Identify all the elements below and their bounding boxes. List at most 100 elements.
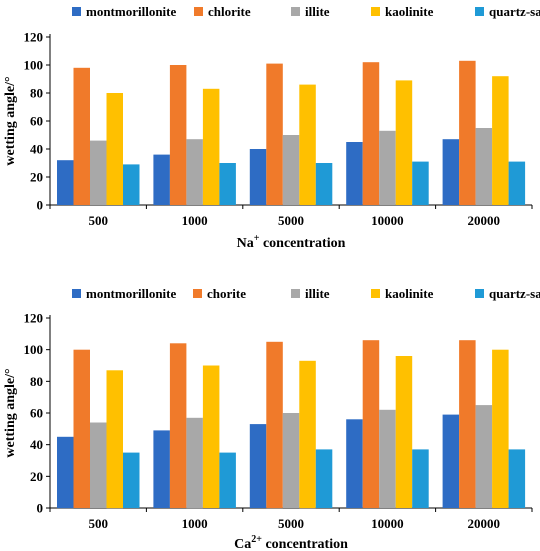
bar-chlorite: [362, 62, 380, 206]
bar-quartz-sand: [508, 449, 526, 508]
bar-chorite: [73, 349, 90, 508]
bar-montmorillonite: [57, 160, 74, 205]
legend-entry: montmorillonite: [72, 4, 176, 19]
bar-chlorite: [73, 67, 90, 205]
bar-kaolinite: [299, 360, 316, 509]
y-tick-label: 80: [30, 86, 43, 101]
bar-montmorillonite: [346, 142, 363, 205]
chart-ca-concentration: montmorillonite chorite illite kaolinite qua…: [3, 286, 540, 551]
legend-swatch: [193, 289, 202, 298]
legend-label: illite: [305, 4, 330, 19]
y-tick-label: 120: [24, 311, 44, 326]
legend-entry: illite: [291, 4, 330, 19]
y-tick-label: 60: [30, 114, 43, 129]
y-tick-label: 0: [37, 198, 44, 213]
legend-swatch: [371, 7, 380, 16]
legend-label: montmorillonite: [86, 286, 176, 301]
legend-label: chorite: [207, 286, 246, 301]
bar-kaolinite: [395, 356, 413, 508]
bar-kaolinite: [395, 80, 413, 205]
legend-swatch: [475, 289, 484, 298]
bar-illite: [379, 130, 396, 205]
legend-label: quartz-sand: [489, 4, 540, 19]
bar-quartz-sand: [412, 161, 429, 205]
x-tick-label: 1000: [182, 213, 208, 228]
legend-swatch: [371, 289, 380, 298]
bar-quartz-sand: [123, 164, 140, 205]
x-tick-label: 1000: [182, 516, 208, 531]
x-tick-label: 500: [88, 213, 108, 228]
legend-entry: kaolinite: [371, 286, 434, 301]
y-tick-label: 20: [30, 469, 43, 484]
legend-label: illite: [305, 286, 330, 301]
y-axis-label: wetting angle/°: [3, 368, 18, 457]
bar-chorite: [266, 341, 283, 509]
y-tick-label: 100: [24, 58, 44, 73]
bar-quartz-sand: [315, 449, 333, 508]
x-tick-label: 5000: [278, 213, 304, 228]
bar-chlorite: [169, 65, 187, 205]
bar-kaolinite: [299, 84, 316, 205]
x-axis-label: Na+ concentration: [237, 233, 346, 251]
bar-kaolinite: [202, 365, 220, 508]
bar-chorite: [362, 340, 380, 508]
bar-quartz-sand: [219, 163, 236, 205]
legend-entry: kaolinite: [371, 4, 434, 19]
x-axis-label-sup: 2+: [251, 534, 262, 545]
y-tick-label: 20: [30, 170, 43, 185]
x-axis-label-rest: concentration: [262, 537, 348, 551]
bar-chlorite: [266, 63, 283, 205]
bar-chlorite: [459, 60, 476, 205]
bar-illite: [90, 140, 107, 205]
chart-na-concentration: montmorillonite chlorite illite kaolinite qu…: [3, 4, 540, 251]
bar-quartz-sand: [412, 449, 429, 508]
bar-quartz-sand: [219, 452, 236, 508]
x-tick-label: 10000: [371, 213, 404, 228]
bar-illite: [475, 405, 493, 508]
x-axis-label: Ca2+ concentration: [234, 534, 348, 551]
bar-montmorillonite: [346, 419, 363, 508]
y-tick-label: 40: [30, 142, 43, 157]
x-tick-label: 500: [88, 516, 108, 531]
x-axis-label-sup: +: [254, 233, 260, 244]
legend-label: quartz-sand: [489, 286, 540, 301]
bar-montmorillonite: [153, 430, 170, 508]
bar-illite: [282, 413, 300, 508]
legend-label: montmorillonite: [86, 4, 176, 19]
legend-label: chlorite: [208, 4, 251, 19]
bar-quartz-sand: [315, 163, 333, 205]
y-tick-label: 100: [24, 342, 44, 357]
legend-entry: montmorillonite: [72, 286, 176, 301]
legend-entry: illite: [291, 286, 330, 301]
x-tick-label: 5000: [278, 516, 304, 531]
bar-kaolinite: [492, 349, 509, 508]
legend-label: kaolinite: [385, 286, 434, 301]
bar-montmorillonite: [153, 154, 170, 205]
bar-illite: [186, 139, 203, 205]
bar-montmorillonite: [442, 414, 460, 508]
x-tick-label: 20000: [468, 213, 501, 228]
y-tick-label: 80: [30, 374, 43, 389]
bar-kaolinite: [106, 93, 123, 205]
bar-chorite: [459, 340, 476, 508]
bar-illite: [90, 422, 107, 508]
bar-kaolinite: [106, 370, 123, 509]
legend-entry: chlorite: [194, 4, 251, 19]
legend-entry: chorite: [193, 286, 246, 301]
bar-illite: [186, 417, 203, 509]
bar-quartz-sand: [123, 452, 140, 508]
bar-illite: [475, 128, 493, 205]
bar-quartz-sand: [508, 161, 526, 205]
legend-swatch: [194, 7, 203, 16]
y-tick-label: 40: [30, 437, 43, 452]
bar-kaolinite: [202, 88, 220, 205]
bar-chorite: [169, 343, 187, 508]
legend-swatch: [291, 289, 300, 298]
legend-entry: quartz-sand: [475, 4, 540, 19]
bar-illite: [379, 409, 396, 508]
bar-kaolinite: [492, 76, 509, 205]
y-tick-label: 120: [24, 30, 44, 45]
legend-entry: quartz-sand: [475, 286, 540, 301]
x-axis-label-rest: concentration: [259, 236, 345, 251]
